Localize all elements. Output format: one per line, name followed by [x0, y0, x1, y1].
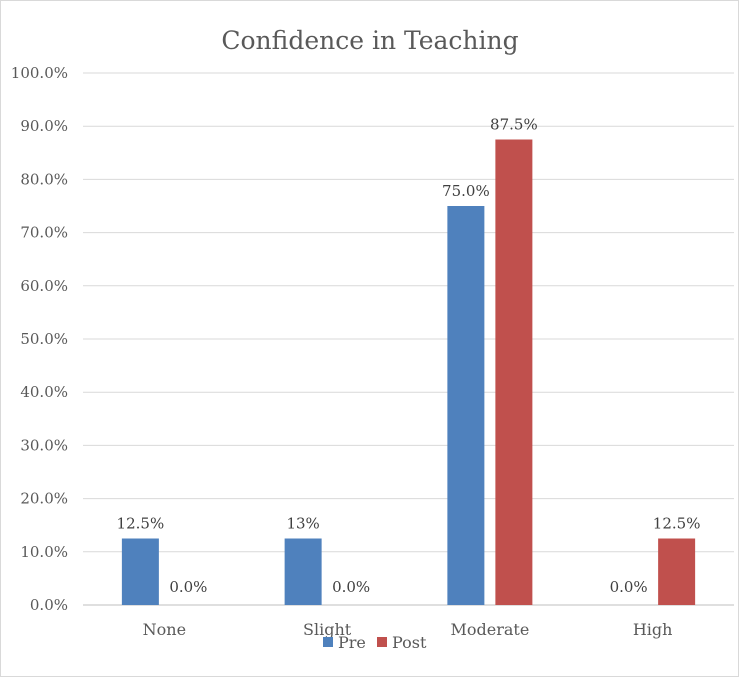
x-category-label: Slight: [303, 620, 352, 639]
y-tick-label: 60.0%: [20, 277, 68, 295]
data-label-post: 0.0%: [169, 578, 207, 596]
data-label-post: 87.5%: [490, 116, 538, 134]
y-tick-label: 10.0%: [20, 543, 68, 561]
y-tick-label: 0.0%: [30, 596, 68, 614]
y-axis: 0.0% 10.0% 20.0% 30.0% 40.0% 50.0% 60.0% 70.0% 8…: [11, 64, 68, 614]
x-category-label: Moderate: [450, 620, 529, 639]
y-tick-label: 100.0%: [11, 64, 68, 82]
data-labels-layer: 12.5% 0.0% 13% 0.0% 75.0% 87.5% 0.0% 12.5%: [117, 116, 701, 597]
data-label-pre: 12.5%: [117, 515, 165, 533]
y-tick-label: 70.0%: [20, 224, 68, 242]
y-tick-label: 40.0%: [20, 383, 68, 401]
y-tick-label: 50.0%: [20, 330, 68, 348]
x-category-label: None: [143, 620, 186, 639]
bar-post: [495, 139, 533, 605]
x-axis: None Slight Moderate High: [143, 620, 673, 639]
data-label-pre: 13%: [286, 515, 319, 533]
legend-label-post: Post: [392, 633, 427, 652]
legend-swatch-pre: [323, 637, 333, 647]
legend-label-pre: Pre: [338, 633, 366, 652]
bar-pre: [447, 206, 485, 605]
chart-legend: Pre Post: [323, 633, 427, 652]
chart-title: Confidence in Teaching: [221, 26, 518, 55]
bar-post: [658, 538, 696, 605]
data-label-post: 0.0%: [332, 578, 370, 596]
y-tick-label: 20.0%: [20, 490, 68, 508]
legend-swatch-post: [377, 637, 387, 647]
y-tick-label: 80.0%: [20, 170, 68, 188]
data-label-pre: 0.0%: [610, 578, 648, 596]
bar-pre: [121, 538, 159, 605]
bars-layer: [121, 139, 696, 605]
x-category-label: High: [633, 620, 673, 639]
data-label-pre: 75.0%: [442, 182, 490, 200]
data-label-post: 12.5%: [653, 515, 701, 533]
y-tick-label: 90.0%: [20, 117, 68, 135]
bar-pre: [284, 538, 322, 605]
y-tick-label: 30.0%: [20, 436, 68, 454]
grid-layer: [83, 72, 734, 606]
